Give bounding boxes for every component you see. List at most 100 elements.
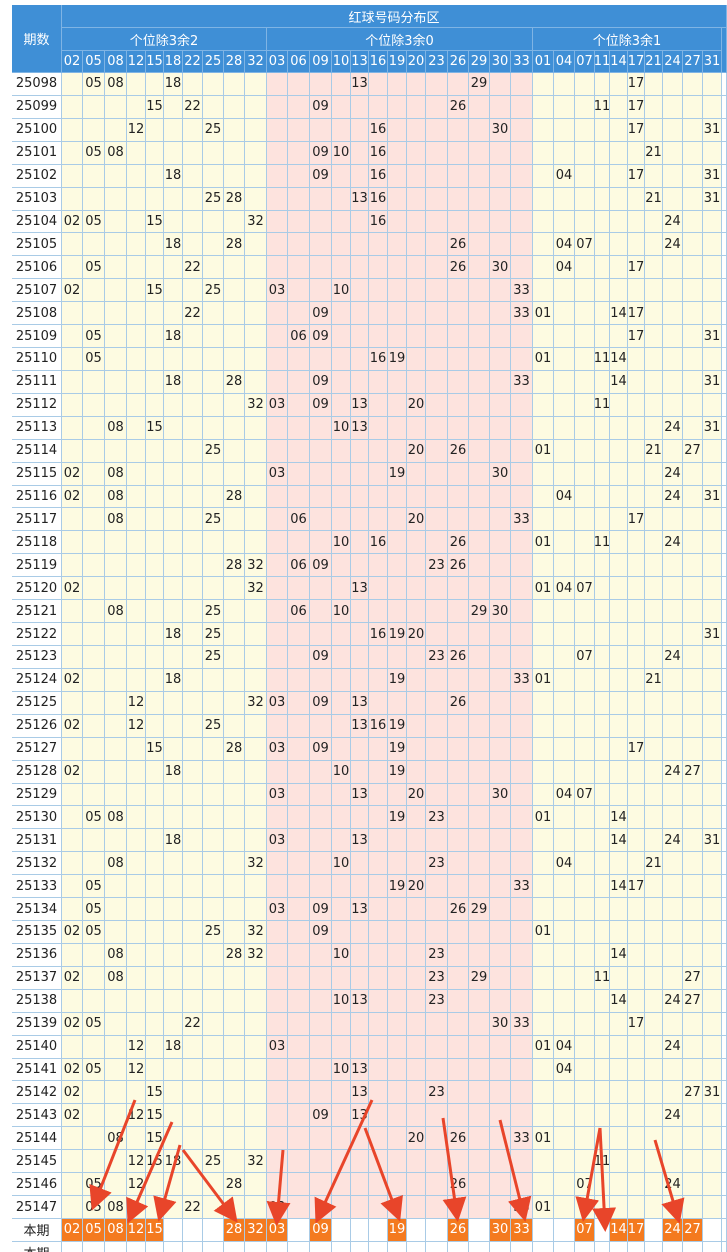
cell [105, 760, 127, 784]
cell [369, 1241, 388, 1252]
cell [407, 1196, 426, 1219]
cell [511, 210, 533, 234]
column-number: 17 [628, 51, 645, 73]
cell [448, 325, 469, 349]
current-number: 05 [83, 1219, 105, 1242]
cell [245, 325, 267, 349]
cell [310, 118, 332, 142]
cell [628, 210, 645, 234]
cell [722, 462, 727, 486]
drawn-number: 25 [203, 623, 224, 646]
cell [245, 600, 267, 624]
cell [703, 1035, 722, 1059]
drawn-number: 25 [203, 646, 224, 669]
cell [645, 943, 663, 967]
cell [645, 714, 663, 738]
cell [164, 1127, 183, 1151]
cell [83, 600, 105, 624]
cell [575, 531, 595, 555]
cell [224, 921, 245, 944]
cell [683, 370, 703, 394]
drawn-number: 20 [407, 393, 426, 417]
cell [245, 439, 267, 463]
cell [245, 1127, 267, 1151]
cell [310, 1012, 332, 1036]
cell [164, 439, 183, 463]
cell [127, 393, 146, 417]
cell [628, 554, 645, 578]
cell [105, 1081, 127, 1105]
column-number: 24 [663, 51, 683, 73]
drawn-number: 23 [426, 1081, 448, 1105]
cell [703, 531, 722, 555]
cell [595, 279, 610, 303]
column-number: 22 [183, 51, 203, 73]
period: 25131 [12, 829, 62, 853]
cell [554, 141, 575, 165]
cell [469, 1196, 490, 1219]
cell [683, 348, 703, 371]
period: 25133 [12, 875, 62, 899]
cell [407, 256, 426, 280]
cell [351, 737, 369, 761]
cell [426, 1219, 448, 1242]
drawn-number: 19 [388, 348, 407, 371]
cell [369, 439, 388, 463]
drawn-number: 32 [245, 577, 267, 601]
cell [645, 554, 663, 578]
cell [722, 393, 727, 417]
drawn-number: 23 [426, 554, 448, 578]
drawn-number: 18 [164, 1035, 183, 1059]
cell [663, 921, 683, 944]
cell [703, 760, 722, 784]
cell [62, 233, 83, 257]
cell [183, 714, 203, 738]
cell [288, 439, 310, 463]
cell [575, 898, 595, 922]
cell [407, 989, 426, 1013]
cell [628, 852, 645, 876]
cell [703, 302, 722, 326]
period: 25099 [12, 95, 62, 119]
cell [683, 141, 703, 165]
cell [245, 829, 267, 853]
cell [628, 966, 645, 990]
cell [164, 279, 183, 303]
cell [703, 921, 722, 944]
cell [127, 508, 146, 532]
cell [663, 898, 683, 922]
cell [127, 348, 146, 371]
cell [332, 1081, 351, 1105]
cell [448, 875, 469, 899]
drawn-number: 16 [369, 118, 388, 142]
drawn-number: 17 [628, 325, 645, 349]
cell [511, 646, 533, 669]
cell [595, 898, 610, 922]
cell [469, 462, 490, 486]
cell [83, 1081, 105, 1105]
cell [703, 462, 722, 486]
cell [426, 714, 448, 738]
cell [448, 1035, 469, 1059]
cell [490, 439, 511, 463]
cell [83, 164, 105, 188]
drawn-number: 20 [407, 623, 426, 646]
cell [575, 1012, 595, 1036]
cell [310, 989, 332, 1013]
cell [722, 416, 727, 440]
cell [164, 348, 183, 371]
cell [595, 943, 610, 967]
cell [288, 829, 310, 853]
cell [575, 164, 595, 188]
cell [127, 95, 146, 119]
cell [407, 668, 426, 692]
cell [183, 416, 203, 440]
cell [146, 348, 164, 371]
cell [469, 439, 490, 463]
cell [407, 325, 426, 349]
cell [610, 393, 628, 417]
cell [448, 623, 469, 646]
cell [448, 302, 469, 326]
drawn-number: 11 [595, 95, 610, 119]
drawn-number: 03 [267, 393, 288, 417]
